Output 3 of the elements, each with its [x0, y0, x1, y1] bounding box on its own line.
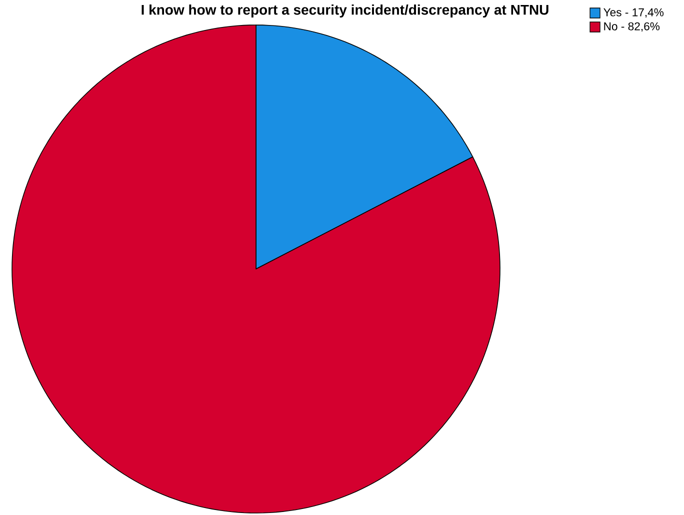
legend-label: Yes - 17,4% [604, 8, 664, 18]
legend-label: No - 82,6% [604, 22, 660, 32]
chart-title: I know how to report a security incident/discrepancy at NTNU [142, 4, 548, 18]
